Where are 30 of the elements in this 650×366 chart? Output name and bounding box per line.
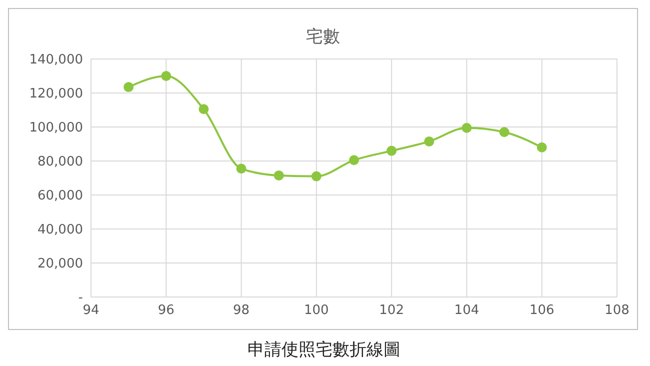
point [274,170,284,180]
point [198,104,209,114]
point [499,127,510,138]
x-tick-label: 102 [379,303,404,318]
y-tick-label: 40,000 [38,222,83,238]
y-tick-label: - [78,290,84,306]
x-tick-label: 106 [529,303,554,318]
x-tick-label: 94 [82,303,100,318]
x-tick-label: 96 [158,303,174,318]
point [161,71,172,81]
y-tick-label: 20,000 [38,256,83,272]
x-tick-label: 108 [604,303,630,318]
x-tick-label: 100 [304,303,329,318]
y-tick-label: 60,000 [38,188,83,204]
point [536,142,547,152]
point [424,136,434,146]
point [311,171,322,182]
x-tick-label: 104 [454,303,480,318]
point [462,122,472,133]
y-tick-label: 120,000 [29,86,83,102]
point [386,146,397,156]
chart-title: 宅數 [305,26,341,49]
text: 申請使照宅數折線圖 [246,339,402,361]
point [236,164,246,174]
y-tick-label: 140,000 [29,52,83,68]
y-tick-label: 80,000 [38,154,83,170]
y-tick-label: 100,000 [29,120,83,136]
x-tick-label: 98 [233,303,250,318]
point [124,82,134,92]
point [349,155,359,166]
